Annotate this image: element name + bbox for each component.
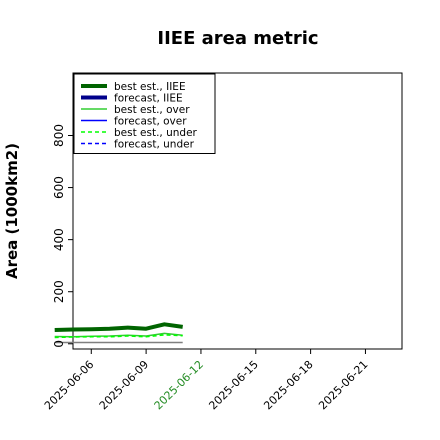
x-tick-label-0: 2025-06-06 bbox=[42, 358, 96, 412]
x-tick-label-5: 2025-06-21 bbox=[316, 358, 370, 412]
x-tick-label-4: 2025-06-18 bbox=[261, 358, 315, 412]
y-tick-label-4: 800 bbox=[52, 124, 66, 147]
y-tick-label-1: 200 bbox=[52, 280, 66, 303]
y-tick-label-3: 600 bbox=[52, 176, 66, 199]
legend-label-4: best est., under bbox=[114, 127, 198, 139]
legend-label-2: best est., over bbox=[114, 104, 190, 116]
y-axis-label: Area (1000km2) bbox=[3, 143, 21, 279]
legend-label-3: forecast, over bbox=[114, 116, 187, 128]
x-tick-label-3: 2025-06-15 bbox=[206, 358, 260, 412]
series-layer bbox=[54, 322, 183, 344]
series-line-4 bbox=[54, 334, 183, 339]
legend-label-0: best est., IIEE bbox=[114, 81, 186, 93]
chart-title: IIEE area metric bbox=[157, 28, 318, 49]
y-tick-label-2: 400 bbox=[52, 228, 66, 251]
x-tick-label-2: 2025-06-12 bbox=[152, 358, 206, 412]
series-line-0 bbox=[54, 322, 183, 332]
x-axis: 2025-06-06 2025-06-09 2025-06-12 2025-06-15… bbox=[42, 349, 371, 412]
legend-label-5: forecast, under bbox=[114, 139, 195, 151]
y-axis: 0 200 400 600 800 bbox=[52, 124, 73, 348]
legend-label-1: forecast, IIEE bbox=[114, 93, 183, 105]
y-tick-label-0: 0 bbox=[52, 340, 66, 348]
x-tick-label-1: 2025-06-09 bbox=[97, 358, 151, 412]
